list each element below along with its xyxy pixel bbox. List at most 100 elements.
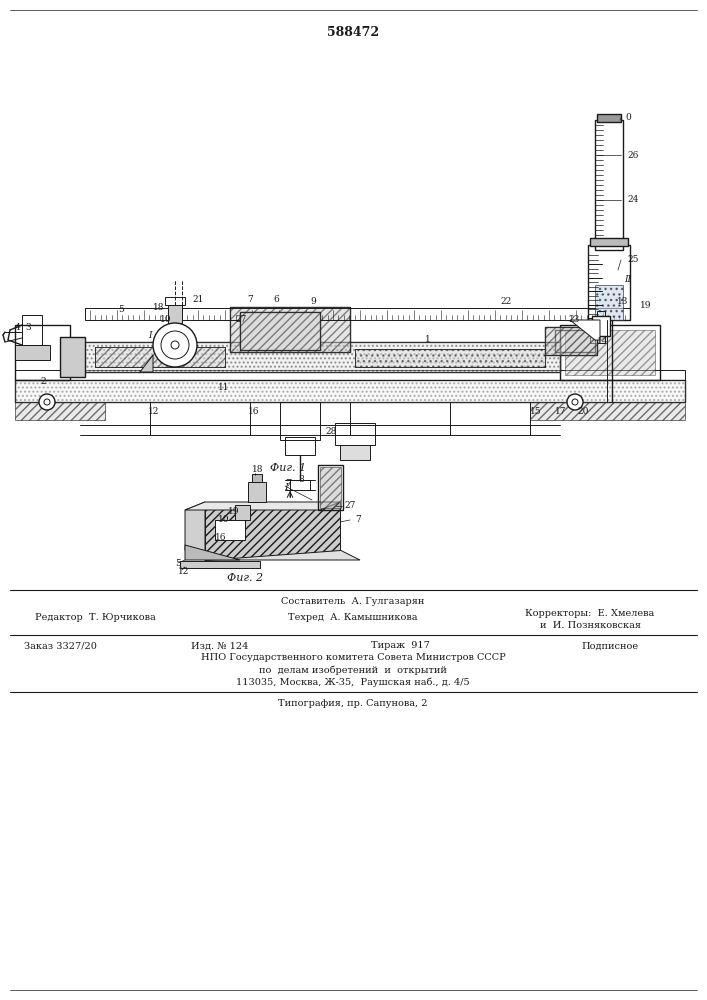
Text: 27: 27 [235, 316, 246, 324]
Bar [230, 307, 350, 352]
Text: 28: 28 [325, 428, 337, 436]
Text: 7: 7 [247, 296, 252, 304]
Text: 5: 5 [118, 306, 124, 314]
Text: 0: 0 [625, 113, 631, 122]
Bar [318, 465, 343, 510]
Bar [60, 337, 85, 377]
Text: 27: 27 [344, 502, 356, 510]
Text: Фиг. 2: Фиг. 2 [227, 573, 263, 583]
Bar [165, 297, 185, 305]
Text: 10: 10 [160, 316, 172, 324]
Text: 26: 26 [627, 150, 638, 159]
Text: 17: 17 [555, 408, 566, 416]
Text: 113035, Москва, Ж-35,  Раушская наб., д. 4/5: 113035, Москва, Ж-35, Раушская наб., д. … [236, 677, 470, 687]
Bar [597, 114, 621, 122]
Bar [248, 482, 266, 502]
Bar [340, 445, 370, 460]
Bar [230, 307, 350, 352]
Text: 4: 4 [15, 324, 21, 332]
Text: Редактор  Т. Юрчикова: Редактор Т. Юрчикова [35, 613, 156, 622]
Text: Изд. № 124: Изд. № 124 [192, 642, 249, 650]
Text: 16: 16 [215, 534, 226, 542]
Text: Заказ 3327/20: Заказ 3327/20 [23, 642, 96, 650]
Text: 588472: 588472 [327, 26, 379, 39]
Text: и  И. Позняковская: и И. Позняковская [539, 621, 641, 631]
Text: 21: 21 [192, 296, 204, 304]
Text: Типография, пр. Сапунова, 2: Типография, пр. Сапунова, 2 [279, 700, 428, 708]
Bar [85, 308, 630, 320]
Polygon shape [185, 550, 360, 560]
Text: 7: 7 [285, 480, 291, 488]
Bar [15, 402, 105, 420]
Bar [545, 327, 597, 355]
Polygon shape [140, 355, 153, 372]
Bar [15, 370, 685, 380]
Text: 8: 8 [298, 476, 304, 485]
Bar [592, 316, 610, 336]
Bar [560, 325, 660, 380]
Text: Корректоры:  Е. Хмелева: Корректоры: Е. Хмелева [525, 609, 655, 618]
Text: 20: 20 [577, 408, 588, 416]
Text: 18: 18 [252, 466, 264, 475]
Text: II: II [624, 275, 631, 284]
Bar [290, 480, 310, 490]
Bar [95, 347, 225, 367]
Text: НПО Государственного комитета Совета Министров СССР: НПО Государственного комитета Совета Мин… [201, 654, 506, 662]
Polygon shape [185, 545, 240, 560]
Bar [595, 285, 623, 320]
Bar [180, 561, 260, 568]
Bar [285, 437, 315, 455]
Bar [240, 312, 320, 350]
Circle shape [153, 323, 197, 367]
Bar [355, 349, 545, 367]
Text: 1: 1 [425, 336, 431, 344]
Bar [95, 347, 225, 367]
Text: 25: 25 [627, 255, 638, 264]
Text: 12: 12 [178, 568, 189, 576]
Bar [590, 238, 628, 246]
Text: I: I [284, 484, 288, 492]
Text: 15: 15 [530, 408, 542, 416]
Text: 14: 14 [597, 338, 609, 347]
Bar [595, 120, 623, 250]
Bar [320, 467, 341, 508]
Polygon shape [570, 320, 600, 340]
Text: Подписное: Подписное [581, 642, 638, 650]
Text: 16: 16 [248, 408, 259, 416]
Text: 18: 18 [153, 302, 165, 312]
Text: по  делам изобретений  и  открытий: по делам изобретений и открытий [259, 665, 447, 675]
Polygon shape [185, 502, 340, 510]
Text: 5: 5 [175, 558, 181, 568]
Text: 19: 19 [228, 508, 240, 516]
Bar [70, 342, 560, 372]
Bar [530, 402, 685, 420]
Bar [15, 380, 685, 402]
Bar [355, 349, 545, 367]
Bar [15, 345, 50, 360]
Bar [168, 305, 182, 323]
Text: 23: 23 [568, 316, 579, 324]
Text: 2: 2 [40, 377, 46, 386]
Bar [15, 380, 685, 402]
Text: Техред  А. Камышникова: Техред А. Камышникова [288, 613, 418, 622]
Bar [70, 342, 560, 372]
Circle shape [39, 394, 55, 410]
Text: 9: 9 [310, 298, 316, 306]
Circle shape [567, 394, 583, 410]
Bar [545, 327, 597, 355]
Text: 22: 22 [500, 298, 511, 306]
Bar [555, 330, 595, 352]
Polygon shape [185, 502, 205, 560]
Text: 12: 12 [148, 408, 159, 416]
Bar [335, 423, 375, 445]
Bar [240, 312, 320, 350]
Text: I: I [148, 330, 151, 340]
Bar [22, 315, 42, 345]
Text: Составитель  А. Гулгазарян: Составитель А. Гулгазарян [281, 597, 425, 606]
Bar [597, 311, 605, 316]
Polygon shape [205, 502, 340, 560]
Bar [252, 474, 262, 482]
Text: 24: 24 [627, 196, 638, 205]
Bar [565, 330, 655, 375]
Text: 6: 6 [273, 296, 279, 304]
